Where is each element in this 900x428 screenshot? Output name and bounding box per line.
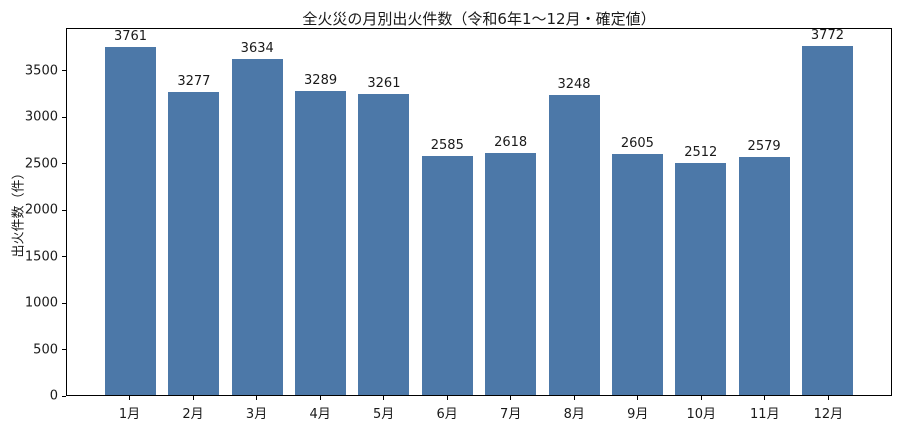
x-tick-label: 6月 (436, 407, 458, 422)
x-tick-label: 1月 (118, 407, 141, 422)
bar-8月: 3248 (548, 78, 600, 395)
y-tick-mark (62, 163, 66, 165)
x-tick-mark (446, 396, 448, 400)
chart-title: 全火災の月別出火件数（令和6年1〜12月・確定値） (302, 10, 656, 28)
y-tick-label: 3500 (24, 63, 58, 79)
bar-value-label: 2618 (494, 135, 528, 151)
x-tick-label: 7月 (500, 407, 522, 422)
x-tick-4月: 4月 (295, 396, 346, 422)
x-tick-label: 9月 (627, 407, 649, 422)
x-tick-10月: 10月 (676, 396, 727, 422)
x-tick-mark (256, 396, 258, 400)
x-tick-9月: 9月 (612, 396, 663, 422)
y-axis: 0 500 1000 1500 2000 2500 3000 3500 (0, 28, 66, 404)
x-tick-mark (700, 396, 702, 400)
x-tick-label: 2月 (182, 407, 204, 422)
bar-10月: 2512 (675, 146, 727, 395)
bar-value-label: 2585 (430, 138, 464, 154)
bar-value-label: 3261 (367, 75, 401, 91)
bar-1月: 3761 (105, 30, 156, 395)
x-tick-8月: 8月 (549, 396, 600, 422)
y-tick-label: 500 (33, 342, 58, 358)
x-tick-label: 4月 (309, 407, 331, 422)
x-tick-mark (319, 396, 321, 400)
bar-12月: 3772 (801, 29, 853, 395)
bar-4月: 3289 (295, 74, 347, 395)
bar-9月: 2605 (611, 137, 663, 395)
y-tick-mark (62, 116, 66, 118)
y-tick-label: 3000 (24, 109, 58, 125)
x-tick-mark (192, 396, 194, 400)
bar-2月: 3277 (168, 75, 220, 395)
x-tick-12月: 12月 (803, 396, 854, 422)
bar-3月: 3634 (231, 42, 283, 395)
plot-area: 3761 3277 3634 3289 3261 2585 2618 3248 2605 2512… (66, 28, 892, 396)
x-tick-label: 10月 (686, 407, 717, 422)
y-tick-mark (62, 209, 66, 211)
x-tick-mark (383, 396, 385, 400)
bars-container: 3761 3277 3634 3289 3261 2585 2618 3248 2605 2512… (67, 29, 891, 395)
x-axis: 1月 2月 3月 4月 5月 6月 7月 8月 9月 10月 11月 12月 (66, 396, 892, 422)
bar-value-label: 3772 (810, 28, 844, 44)
x-tick-5月: 5月 (358, 396, 409, 422)
bar-5月: 3261 (358, 77, 410, 395)
y-tick-mark (62, 70, 66, 72)
bar-value-label: 3761 (113, 29, 148, 45)
y-tick-mark (62, 302, 66, 304)
bar-value-label: 2512 (684, 144, 718, 160)
x-tick-mark (764, 396, 766, 400)
y-tick-label: 0 (49, 388, 58, 404)
x-tick-label: 5月 (372, 407, 395, 422)
x-tick-7月: 7月 (485, 396, 536, 422)
x-tick-mark (510, 396, 512, 400)
bar-value-label: 3289 (304, 73, 338, 89)
x-tick-mark (827, 396, 829, 400)
y-tick-label: 1500 (24, 249, 58, 265)
bar-7月: 2618 (485, 136, 537, 395)
bar-value-label: 3277 (177, 74, 211, 90)
y-tick-label: 2500 (24, 156, 58, 172)
bar-value-label: 3248 (557, 76, 591, 92)
y-tick-label: 2000 (24, 202, 58, 218)
x-tick-label: 8月 (563, 407, 585, 422)
y-tick-mark (62, 256, 66, 258)
bar-value-label: 2579 (747, 138, 781, 154)
bar-11月: 2579 (738, 140, 790, 395)
y-tick-mark (62, 395, 66, 397)
x-tick-label: 3月 (245, 407, 268, 422)
x-tick-mark (129, 396, 130, 400)
bar-value-label: 3634 (240, 41, 274, 57)
x-tick-mark (573, 396, 575, 400)
x-tick-label: 11月 (750, 407, 780, 422)
y-tick-label: 1000 (24, 295, 58, 311)
x-tick-6月: 6月 (422, 396, 473, 422)
bar-6月: 2585 (421, 139, 473, 395)
bar-value-label: 2605 (620, 136, 654, 152)
x-tick-1月: 1月 (104, 396, 155, 422)
y-tick-mark (62, 349, 66, 351)
x-tick-11月: 11月 (739, 396, 790, 422)
x-tick-label: 12月 (813, 407, 844, 422)
x-tick-2月: 2月 (168, 396, 219, 422)
x-tick-3月: 3月 (231, 396, 282, 422)
x-tick-mark (637, 396, 639, 400)
